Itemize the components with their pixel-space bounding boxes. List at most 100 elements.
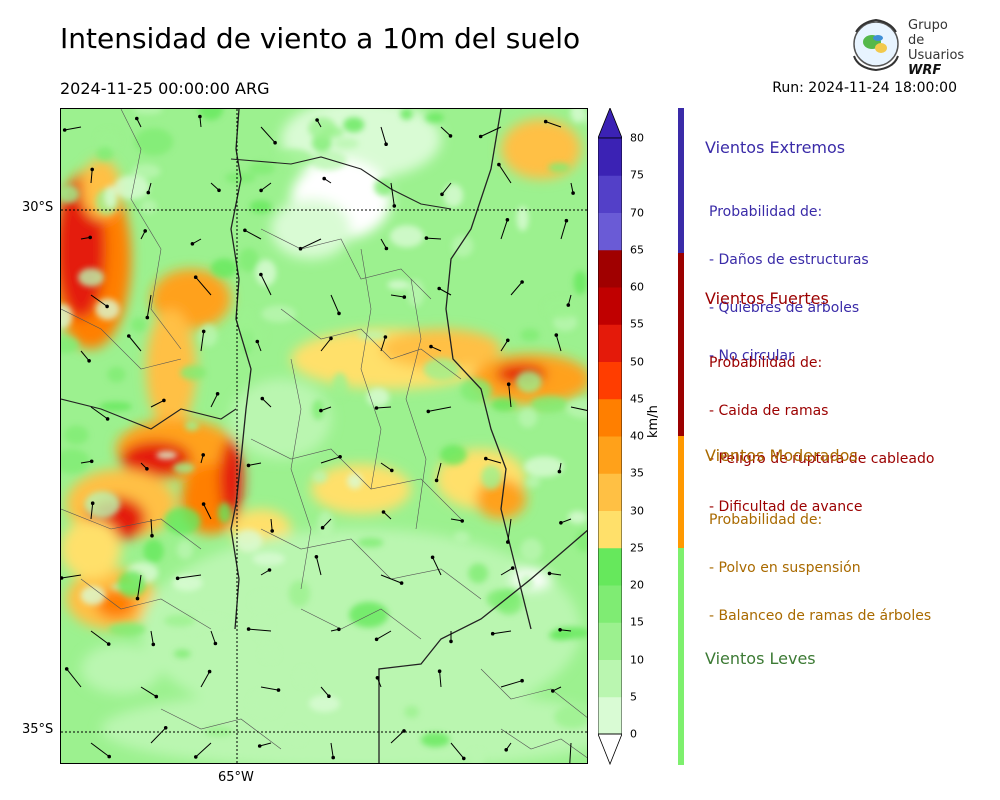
globe-icon <box>853 18 899 72</box>
strong-bar <box>678 253 684 436</box>
colorbar-segment <box>598 622 622 660</box>
wind-field-texture <box>61 336 79 354</box>
wind-field-texture <box>249 690 281 716</box>
colorbar-segment <box>598 547 622 586</box>
wind-field-texture <box>132 163 161 179</box>
wind-field-texture <box>261 646 279 661</box>
desc-line: Probabilidad de: <box>709 204 823 220</box>
wind-arrow <box>260 182 272 191</box>
wind-field-texture <box>98 401 133 412</box>
wind-arrow-head <box>448 134 453 138</box>
colorbar-segment <box>598 287 622 325</box>
wind-arrow <box>492 630 512 635</box>
wind-arrow <box>137 574 142 599</box>
wind-field-texture <box>570 109 586 123</box>
wind-map <box>60 108 588 764</box>
wind-arrow <box>260 274 272 296</box>
colorbar-segment <box>598 696 622 735</box>
wind-field-texture <box>469 750 485 763</box>
wind-field-texture <box>96 129 121 152</box>
wind-arrow <box>438 288 452 296</box>
wind-field-texture <box>524 456 564 477</box>
wind-arrow-head <box>384 246 389 251</box>
desc-line: - Balanceo de ramas de árboles <box>709 608 932 624</box>
colorbar <box>598 108 622 766</box>
wind-field-texture <box>312 399 325 420</box>
wind-arrow-head <box>506 338 510 343</box>
colorbar-segment <box>598 436 622 474</box>
logo-line-1: Grupo de <box>908 18 948 48</box>
wind-arrow-head <box>402 729 406 733</box>
wind-field-texture <box>468 563 489 584</box>
colorbar-tick-label: 25 <box>630 541 644 555</box>
wind-arrow <box>380 336 386 352</box>
wind-arrow-head <box>374 637 379 642</box>
map-title: Intensidad de viento a 10m del suelo <box>60 22 581 55</box>
wind-field-texture <box>310 150 347 171</box>
wind-field-texture <box>343 117 365 133</box>
wind-field-texture <box>420 732 450 748</box>
wind-arrow-head <box>154 694 159 699</box>
wind-arrow <box>61 574 82 579</box>
wind-arrow-head <box>215 392 220 396</box>
wind-arrow-head <box>478 134 483 139</box>
wind-field-texture <box>61 303 73 329</box>
wind-arrow <box>570 406 587 411</box>
wind-arrow <box>90 742 110 758</box>
wind-field-texture <box>252 552 286 566</box>
wind-arrow <box>545 121 562 128</box>
extreme-bar <box>678 108 684 253</box>
desc-line: - Polvo en suspensión <box>709 560 861 576</box>
wind-field-texture <box>531 395 568 413</box>
wind-field-texture <box>443 183 464 208</box>
wind-arrow <box>315 556 322 576</box>
wind-field-texture <box>387 280 410 290</box>
wind-field-texture <box>176 540 194 560</box>
wind-arrow <box>80 460 92 464</box>
category-moderate-title: Vientos Moderados <box>705 446 858 465</box>
wind-field-texture <box>486 589 518 609</box>
wind-field-texture <box>575 530 587 552</box>
wind-arrow <box>430 346 442 352</box>
wind-arrow-head <box>490 631 495 636</box>
colorbar-tick-label: 35 <box>630 466 644 480</box>
colorbar-tick-label: 0 <box>630 727 637 741</box>
wind-arrow <box>90 294 108 307</box>
wind-field-texture <box>481 465 502 490</box>
wind-arrow-head <box>260 396 265 401</box>
wind-arrow-head <box>194 755 198 759</box>
wind-arrow-head <box>135 596 140 601</box>
wind-arrow-head <box>430 555 435 560</box>
wind-arrow-head <box>558 628 562 632</box>
wind-field-texture <box>296 667 312 686</box>
wind-arrow <box>259 742 272 747</box>
wind-arrow <box>432 557 442 576</box>
wind-arrow-head <box>90 167 95 172</box>
wind-arrow <box>441 182 452 195</box>
wind-arrow-head <box>331 755 336 760</box>
wind-arrow <box>507 518 512 543</box>
wind-arrow <box>555 334 562 352</box>
wind-arrow <box>428 406 452 412</box>
wind-field-texture <box>400 109 413 120</box>
wind-arrow <box>322 518 332 529</box>
colorbar-tick-label: 80 <box>630 131 644 145</box>
wind-arrow-head <box>201 329 206 334</box>
wind-field-texture <box>261 305 297 323</box>
wind-arrow-head <box>106 642 111 646</box>
light-bar <box>678 548 684 765</box>
wind-field-texture <box>312 470 328 484</box>
logo-line-3: WRF <box>908 63 942 78</box>
wind-arrow <box>498 164 512 184</box>
wind-field-texture <box>196 616 227 627</box>
wind-field-texture <box>332 372 348 399</box>
wind-arrow-head <box>61 576 64 580</box>
wind-field-texture <box>520 538 543 562</box>
wind-field-texture <box>357 537 384 548</box>
wind-arrow-head <box>105 304 109 309</box>
wind-field-texture <box>543 297 581 319</box>
wind-arrow <box>210 182 220 191</box>
wind-arrow-head <box>87 359 91 363</box>
wind-arrow-head <box>107 754 112 759</box>
wind-arrow-head <box>506 382 511 387</box>
